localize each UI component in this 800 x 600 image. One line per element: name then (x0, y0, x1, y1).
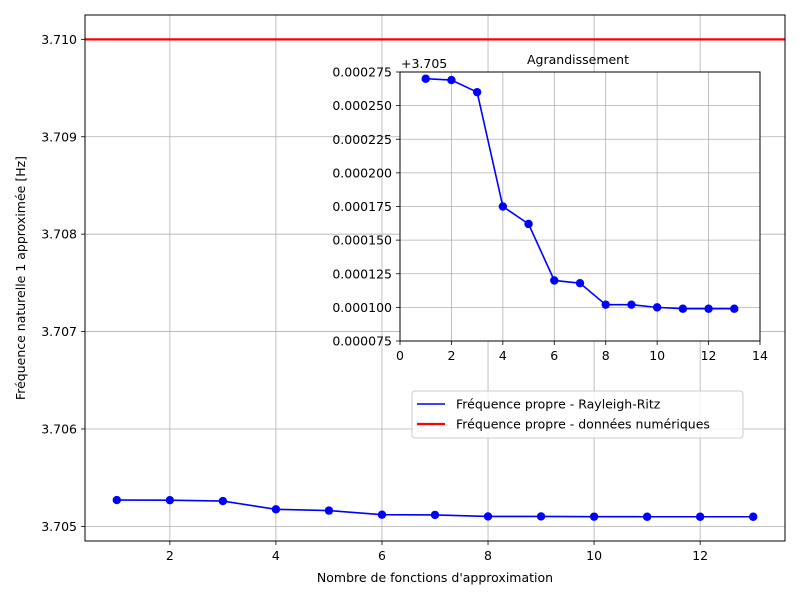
main-series-point (695, 512, 705, 521)
inset-x-tick-label: 2 (447, 348, 455, 363)
inset-series-point (652, 303, 662, 312)
main-series-point (483, 512, 493, 521)
inset-x-tick-label: 0 (396, 348, 404, 363)
inset-series-point (447, 75, 456, 85)
inset-series-point (601, 300, 610, 309)
inset-x-tick-label: 14 (752, 348, 768, 363)
main-series-point (165, 495, 175, 505)
inset-y-tick-label: 0.000250 (332, 98, 392, 113)
inset-offset-label: +3.705 (401, 56, 447, 71)
main-y-tick-label: 3.706 (41, 421, 77, 436)
inset-y-tick-label: 0.000125 (332, 266, 392, 281)
main-series-point (377, 510, 387, 519)
main-x-tick-label: 6 (378, 548, 386, 563)
main-series-point (430, 510, 440, 520)
inset-y-tick-label: 0.000100 (332, 300, 392, 315)
inset-series-point (524, 219, 533, 229)
main-x-tick-label: 2 (166, 548, 174, 563)
inset-y-tick-label: 0.000150 (332, 233, 392, 248)
inset-series-point (627, 300, 636, 309)
inset-y-tick-label: 0.000225 (332, 132, 392, 147)
inset-x-tick-label: 6 (550, 348, 558, 363)
legend-entry-label: Fréquence propre - données numériques (456, 417, 710, 432)
inset-series-point (678, 304, 688, 313)
main-y-tick-label: 3.705 (41, 519, 77, 534)
main-y-tick-label: 3.710 (41, 32, 77, 47)
inset-series-point (472, 87, 482, 97)
inset-y-tick-label: 0.000175 (332, 199, 392, 214)
main-x-tick-label: 4 (272, 548, 280, 563)
inset-series-point (704, 304, 713, 313)
inset-plot-frame (399, 71, 761, 342)
main-y-tick-label: 3.709 (41, 129, 77, 144)
main-y-tick-label: 3.708 (41, 227, 77, 242)
main-series-point (324, 506, 334, 515)
main-y-tick-label: 3.707 (41, 324, 77, 339)
inset-x-tick-label: 12 (701, 348, 717, 363)
main-series-point (589, 512, 599, 521)
main-series-point (748, 512, 758, 521)
legend: Fréquence propre - Rayleigh-Ritz Fréquenc… (411, 390, 744, 439)
legend-entry-label: Fréquence propre - Rayleigh-Ritz (456, 397, 661, 412)
legend-box (411, 390, 744, 439)
main-plot-frame (84, 14, 786, 542)
inset-series-point (498, 202, 508, 211)
main-x-tick-label: 12 (692, 548, 708, 563)
inset-y-tick-label: 0.000275 (332, 65, 392, 80)
inset-plot: 0 2 4 6 8 10 12 14 0.000075 0.000100 0.000125 0.000… (332, 52, 768, 363)
main-y-axis-label: Fréquence naturelle 1 approximée [Hz] (13, 156, 28, 400)
inset-series-point (730, 304, 739, 313)
inset-series-point (575, 278, 585, 288)
inset-series-point (421, 74, 430, 83)
main-series-point (112, 495, 122, 505)
inset-y-tick-label: 0.000075 (332, 334, 392, 349)
inset-y-tick-label: 0.000200 (332, 165, 392, 180)
main-x-axis-label: Nombre de fonctions d'approximation (317, 570, 553, 585)
inset-series-point (550, 276, 559, 285)
main-series-point (642, 512, 652, 521)
main-x-tick-label: 8 (484, 548, 492, 563)
inset-x-tick-label: 10 (649, 348, 665, 363)
main-series-point (271, 505, 281, 514)
main-series-point (536, 512, 546, 521)
inset-x-tick-label: 8 (602, 348, 610, 363)
inset-x-tick-label: 4 (499, 348, 507, 363)
main-x-tick-label: 10 (586, 548, 602, 563)
main-series-point (218, 496, 228, 506)
inset-title: Agrandissement (527, 52, 629, 67)
